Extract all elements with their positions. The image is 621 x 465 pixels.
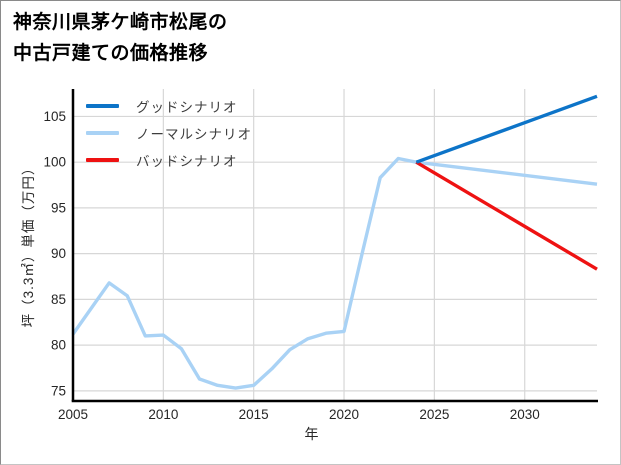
legend-label-good: グッドシナリオ	[136, 99, 238, 115]
y-axis-label: 坪（3.3㎡）単価（万円）	[21, 160, 36, 328]
x-tick-label: 2010	[148, 407, 178, 422]
chart-title-line1: 神奈川県茅ケ崎市松尾の	[13, 12, 228, 33]
y-tick-label: 85	[51, 292, 66, 307]
legend: グッドシナリオ ノーマルシナリオ バッドシナリオ	[86, 92, 252, 173]
legend-label-bad: バッドシナリオ	[136, 153, 238, 169]
series-line-good	[415, 94, 598, 164]
series-line-normal	[71, 156, 598, 390]
x-axis-label: 年	[304, 426, 319, 442]
y-tick-label: 90	[51, 246, 66, 261]
x-tick-label: 2030	[510, 407, 540, 422]
legend-swatch-good-icon	[86, 103, 119, 108]
x-tick-label: 2015	[239, 407, 269, 422]
y-tick-label: 80	[51, 338, 66, 353]
chart-title-line2: 中古戸建ての価格推移	[13, 43, 209, 64]
legend-swatch-normal-icon	[86, 130, 119, 135]
legend-item-normal: ノーマルシナリオ	[86, 119, 252, 146]
series-line-bad	[415, 160, 598, 271]
legend-item-good: グッドシナリオ	[86, 92, 252, 119]
y-tick-label: 105	[43, 109, 66, 124]
legend-swatch-bad-icon	[86, 157, 119, 162]
y-tick-label: 95	[51, 200, 66, 215]
legend-item-bad: バッドシナリオ	[86, 146, 252, 173]
chart-title: 神奈川県茅ケ崎市松尾の 中古戸建ての価格推移	[13, 7, 228, 69]
legend-label-normal: ノーマルシナリオ	[136, 126, 252, 142]
x-tick-label: 2005	[58, 407, 88, 422]
y-tick-label: 100	[43, 155, 66, 170]
x-tick-label: 2020	[329, 407, 359, 422]
x-tick-label: 2025	[419, 407, 449, 422]
y-tick-label: 75	[51, 383, 66, 398]
